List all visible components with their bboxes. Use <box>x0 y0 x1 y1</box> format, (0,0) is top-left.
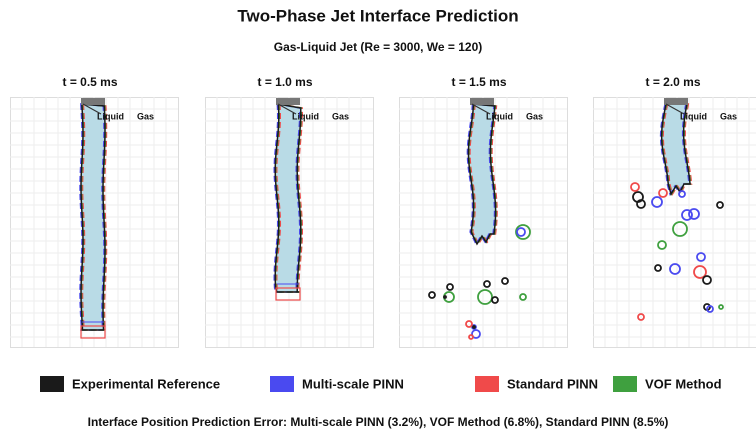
nozzle <box>276 98 300 105</box>
liquid-jet <box>81 104 105 330</box>
legend-swatch <box>613 376 637 392</box>
nozzle <box>81 98 105 105</box>
panel-title: t = 2.0 ms <box>645 75 700 89</box>
footer: Interface Position Prediction Error: Mul… <box>88 415 669 429</box>
panel-title: t = 0.5 ms <box>62 75 117 89</box>
title: Two-Phase Jet Interface Prediction <box>237 6 518 25</box>
panel <box>205 97 374 348</box>
legend-swatch <box>475 376 499 392</box>
legend-label: VOF Method <box>645 376 722 391</box>
liquid-label: Liquid <box>97 111 124 121</box>
gas-label: Gas <box>137 111 154 121</box>
panel-title: t = 1.5 ms <box>451 75 506 89</box>
figure: Two-Phase Jet Interface Prediction Gas-L… <box>0 0 756 441</box>
legend-swatch <box>270 376 294 392</box>
gas-label: Gas <box>526 111 543 121</box>
gas-label: Gas <box>332 111 349 121</box>
panel <box>593 97 756 348</box>
panel-title: t = 1.0 ms <box>257 75 312 89</box>
liquid-label: Liquid <box>292 111 319 121</box>
legend-label: Experimental Reference <box>72 376 220 391</box>
nozzle <box>470 98 494 105</box>
nozzle <box>664 98 688 105</box>
liquid-label: Liquid <box>680 111 707 121</box>
legend-swatch <box>40 376 64 392</box>
legend-label: Standard PINN <box>507 376 598 391</box>
panel <box>10 97 179 348</box>
liquid-label: Liquid <box>486 111 513 121</box>
legend-label: Multi-scale PINN <box>302 376 404 391</box>
gas-label: Gas <box>720 111 737 121</box>
panel <box>399 97 568 348</box>
subtitle: Gas-Liquid Jet (Re = 3000, We = 120) <box>274 40 483 54</box>
